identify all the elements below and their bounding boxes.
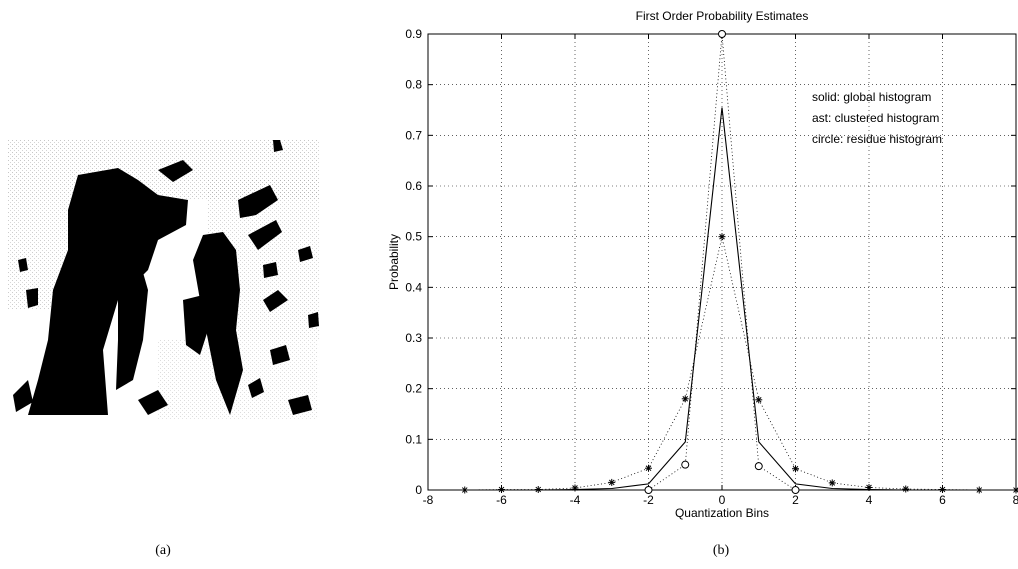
legend: solid: global histogram ast: clustered h… bbox=[812, 90, 942, 146]
y-tick-label: 0.7 bbox=[405, 128, 422, 142]
asterisk-point bbox=[792, 465, 799, 473]
x-tick-label: 0 bbox=[719, 493, 726, 507]
panel-b-caption: (b) bbox=[712, 543, 730, 558]
axis-ticks: -8 -6 -4 -2 0 2 4 6 8 0 0.1 0.2 0.3 0.4 0.5 0.6 0.7 0.8 0.… bbox=[405, 27, 1018, 507]
asterisk-point bbox=[718, 233, 726, 241]
x-tick-label: -6 bbox=[496, 493, 507, 507]
probability-chart: -8 -6 -4 -2 0 2 4 6 8 0 0.1 0.2 0.3 0.4 0.5 0.6 0.7 0.8 0.… bbox=[387, 9, 1018, 520]
y-tick-label: 0.6 bbox=[405, 179, 422, 193]
chart-title: First Order Probability Estimates bbox=[636, 9, 809, 23]
circle-point bbox=[791, 486, 800, 494]
x-tick-label: 6 bbox=[939, 493, 946, 507]
asterisk-point bbox=[755, 396, 763, 404]
asterisk-point bbox=[975, 486, 983, 494]
y-tick-label: 0.3 bbox=[405, 331, 422, 345]
y-tick-label: 0.5 bbox=[405, 230, 422, 244]
asterisk-point bbox=[828, 479, 836, 487]
x-tick-label: 2 bbox=[792, 493, 799, 507]
asterisk-point bbox=[608, 478, 616, 486]
asterisk-point bbox=[865, 483, 873, 491]
asterisk-point bbox=[645, 464, 652, 472]
circle-point bbox=[644, 486, 653, 494]
asterisk-point bbox=[534, 485, 542, 493]
panel-a-caption: (a) bbox=[155, 543, 171, 558]
y-tick-label: 0 bbox=[415, 483, 422, 497]
x-tick-label: -8 bbox=[423, 493, 434, 507]
asterisk-point bbox=[939, 485, 946, 493]
y-axis-title: Probability bbox=[387, 234, 401, 290]
asterisk-point bbox=[902, 485, 910, 493]
y-tick-label: 0.8 bbox=[405, 78, 422, 92]
legend-entry-solid: solid: global histogram bbox=[812, 90, 931, 104]
asterisk-point bbox=[681, 395, 689, 403]
y-tick-label: 0.2 bbox=[405, 382, 422, 396]
asterisk-point bbox=[571, 484, 579, 492]
x-tick-label: 8 bbox=[1013, 493, 1018, 507]
global-histogram-line bbox=[428, 107, 1016, 491]
y-tick-label: 0.4 bbox=[405, 280, 422, 294]
clustered-image-panel bbox=[8, 140, 320, 420]
y-tick-label: 0.1 bbox=[405, 432, 422, 446]
clustered-histogram-line bbox=[464, 236, 1016, 491]
x-axis-title: Quantization Bins bbox=[675, 506, 769, 520]
clustered-binary-image bbox=[8, 140, 320, 420]
circle-point bbox=[718, 30, 726, 38]
asterisk-point bbox=[498, 485, 505, 493]
x-tick-label: -2 bbox=[643, 493, 654, 507]
circle-point bbox=[754, 462, 763, 471]
y-tick-label: 0.9 bbox=[405, 27, 422, 41]
x-tick-label: 4 bbox=[866, 493, 873, 507]
legend-entry-asterisk: ast: clustered histogram bbox=[812, 111, 939, 125]
x-tick-label: -4 bbox=[570, 493, 581, 507]
circle-point bbox=[681, 460, 690, 469]
legend-entry-circle: circle: residue histogram bbox=[812, 132, 942, 146]
asterisk-point bbox=[461, 486, 469, 494]
series-layer bbox=[428, 30, 1018, 494]
